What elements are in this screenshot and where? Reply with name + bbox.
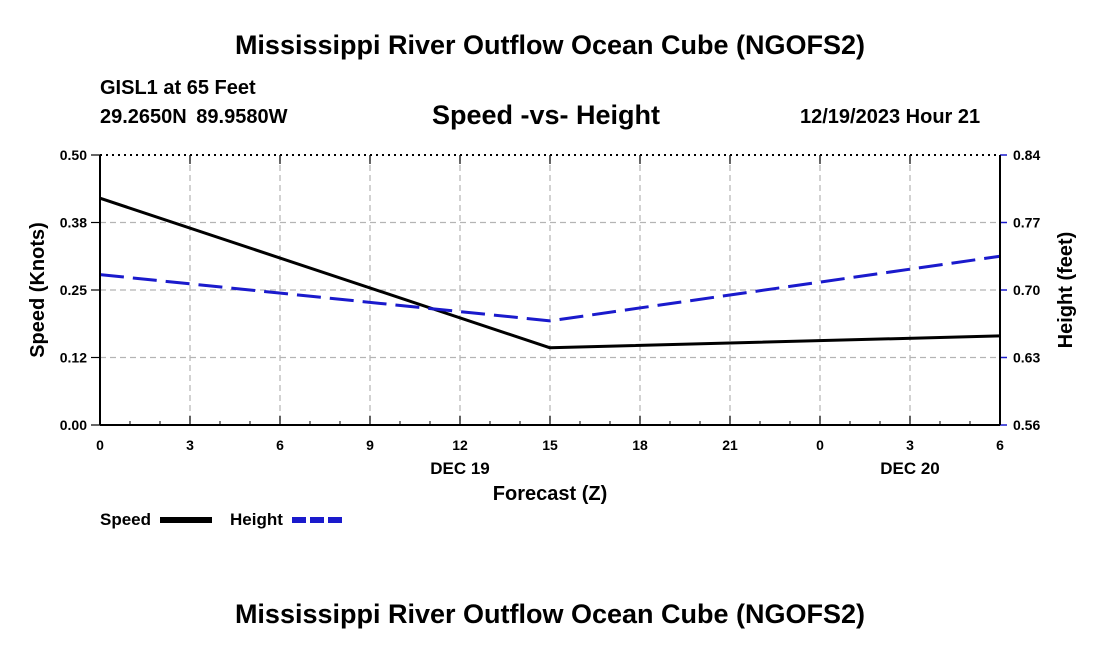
x-axis-title: Forecast (Z) bbox=[493, 483, 607, 505]
x-tick-label: 3 bbox=[906, 437, 914, 453]
y-right-tick-label: 0.56 bbox=[1013, 417, 1040, 433]
x-tick-label: 6 bbox=[276, 437, 284, 453]
y-left-tick-label: 0.38 bbox=[60, 215, 87, 231]
x-tick-label: 12 bbox=[452, 437, 468, 453]
legend: Speed Height bbox=[100, 510, 342, 529]
chart-title: Mississippi River Outflow Ocean Cube (NG… bbox=[234, 30, 866, 60]
station-coordinates: 29.2650N 89.9580W bbox=[100, 106, 288, 128]
y-right-tick-label: 0.84 bbox=[1013, 147, 1040, 163]
station-label: GISL1 at 65 Feet bbox=[100, 77, 256, 99]
y-right-tick-label: 0.77 bbox=[1013, 215, 1040, 231]
y-axis-left-title: Speed (Knots) bbox=[27, 222, 49, 358]
x-date-label: DEC 19 bbox=[430, 459, 490, 478]
y-left-tick-label: 0.25 bbox=[60, 282, 87, 298]
x-tick-label: 3 bbox=[186, 437, 194, 453]
legend-height-label: Height bbox=[230, 510, 283, 529]
grid bbox=[100, 155, 1000, 425]
series-layer bbox=[99, 196, 1001, 350]
series-line-height bbox=[99, 254, 1001, 323]
y-left-tick-label: 0.00 bbox=[60, 417, 87, 433]
y-right-tick-label: 0.63 bbox=[1013, 350, 1040, 366]
x-tick-label: 15 bbox=[542, 437, 558, 453]
x-date-label: DEC 20 bbox=[880, 459, 940, 478]
y-left-tick-label: 0.12 bbox=[60, 350, 87, 366]
x-tick-label: 0 bbox=[96, 437, 104, 453]
y-left-tick-label: 0.50 bbox=[60, 147, 87, 163]
speed-height-chart: 0 3 6 9 12 15 18 21 0 3 6 DEC 19 DEC 20 0.00 0.12 0.25 0… bbox=[27, 147, 1077, 529]
chart-subtitle: Speed -vs- Height bbox=[432, 100, 661, 130]
x-tick-label: 9 bbox=[366, 437, 374, 453]
axes bbox=[91, 154, 1007, 426]
x-tick-label: 21 bbox=[722, 437, 738, 453]
y-right-tick-label: 0.70 bbox=[1013, 282, 1040, 298]
x-tick-label: 0 bbox=[816, 437, 824, 453]
y-axis-right-title: Height (feet) bbox=[1055, 232, 1077, 349]
legend-speed-label: Speed bbox=[100, 510, 151, 529]
forecast-datetime: 12/19/2023 Hour 21 bbox=[800, 106, 981, 128]
x-tick-label: 6 bbox=[996, 437, 1004, 453]
series-line-speed bbox=[99, 196, 1001, 350]
tick-labels: 0 3 6 9 12 15 18 21 0 3 6 DEC 19 DEC 20 0.00 0.12 0.25 0… bbox=[60, 147, 1041, 478]
x-tick-label: 18 bbox=[632, 437, 648, 453]
footer-title: Mississippi River Outflow Ocean Cube (NG… bbox=[234, 599, 866, 629]
